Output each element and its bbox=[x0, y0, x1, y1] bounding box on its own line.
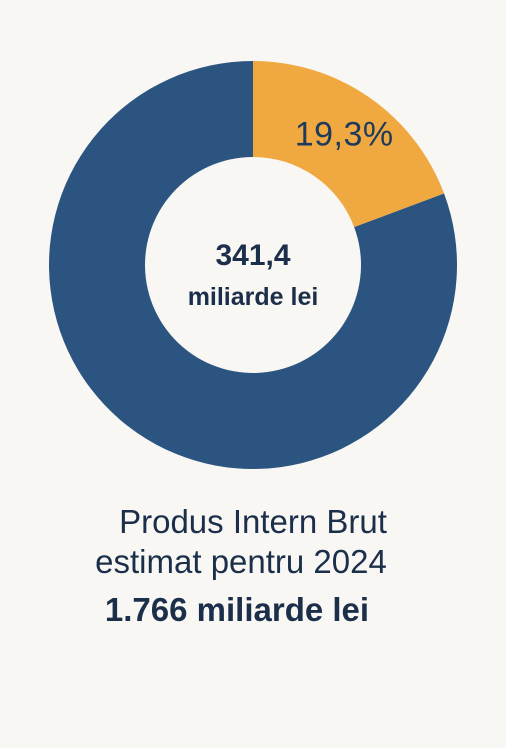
caption-total: 1.766 miliarde lei bbox=[104, 591, 370, 628]
donut-slices bbox=[49, 61, 458, 470]
slice-label-1: 19,3% bbox=[295, 116, 394, 154]
caption-subtitle: estimat pentru 2024 bbox=[95, 543, 387, 580]
center-value: 341,4 bbox=[215, 239, 290, 272]
caption-title: Produs Intern Brut bbox=[119, 503, 387, 540]
center-unit: miliarde lei bbox=[188, 283, 319, 311]
donut-slice-2 bbox=[49, 61, 458, 470]
donut-slice-1 bbox=[253, 61, 445, 228]
slice-labels: 19,3% bbox=[295, 116, 394, 154]
